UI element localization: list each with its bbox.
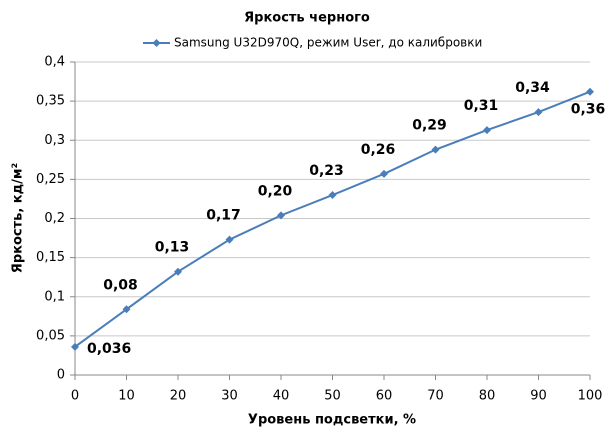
x-tick-label: 30 [221, 389, 238, 404]
x-tick-label: 20 [170, 389, 187, 404]
data-label: 0,13 [155, 240, 190, 256]
data-label: 0,34 [515, 80, 550, 96]
data-label: 0,17 [206, 208, 241, 224]
x-axis-label: Уровень подсветки, % [248, 413, 416, 428]
x-tick-label: 70 [427, 389, 444, 404]
point [174, 267, 182, 276]
point [328, 191, 337, 200]
y-tick-label: 0,15 [36, 250, 65, 265]
y-tick-label: 0,05 [36, 328, 65, 343]
point [380, 169, 388, 178]
point [586, 87, 594, 96]
y-tick-label: 0,3 [44, 133, 65, 148]
data-label: 0,20 [258, 183, 293, 199]
x-tick-label: 80 [479, 389, 496, 404]
x-tick-label: 10 [118, 389, 135, 404]
point [122, 305, 131, 314]
y-tick-label: 0,4 [44, 55, 65, 70]
point [277, 211, 285, 220]
point [534, 108, 543, 117]
data-label: 0,26 [361, 142, 396, 158]
y-tick-label: 0,35 [36, 94, 65, 109]
point [431, 145, 440, 154]
data-label: 0,31 [464, 98, 499, 114]
legend-label: Samsung U32D970Q, режим User, до калибро… [174, 36, 482, 50]
point [483, 126, 491, 135]
x-tick-label: 40 [273, 389, 290, 404]
x-tick-label: 60 [376, 389, 393, 404]
y-tick-label: 0,2 [44, 211, 65, 226]
y-tick-label: 0,25 [36, 172, 65, 187]
x-tick-label: 0 [71, 389, 79, 404]
data-label: 0,36 [571, 102, 606, 118]
data-label: 0,29 [412, 118, 447, 134]
y-tick-label: 0 [57, 368, 65, 383]
point [71, 342, 79, 351]
data-label: 0,036 [87, 341, 131, 357]
chart-title: Яркость черного [244, 11, 370, 26]
data-label: 0,08 [103, 277, 138, 293]
legend-marker [152, 39, 161, 47]
y-tick-label: 0,1 [44, 289, 65, 304]
x-tick-label: 100 [578, 389, 603, 404]
x-tick-label: 50 [324, 389, 341, 404]
x-tick-label: 90 [530, 389, 547, 404]
y-axis-label: Яркость, кд/м² [11, 163, 26, 273]
point [225, 235, 234, 244]
data-label: 0,23 [309, 163, 344, 179]
